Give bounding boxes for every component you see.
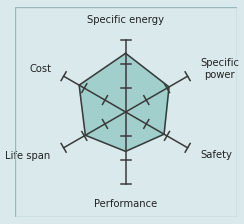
Text: Life span: Life span: [5, 151, 50, 161]
Text: Safety: Safety: [200, 150, 232, 160]
Polygon shape: [79, 53, 169, 151]
Text: Performance: Performance: [94, 199, 157, 209]
Text: Cost: Cost: [29, 64, 51, 74]
Text: Specific energy: Specific energy: [87, 15, 164, 25]
Text: Specific
power: Specific power: [200, 58, 239, 80]
